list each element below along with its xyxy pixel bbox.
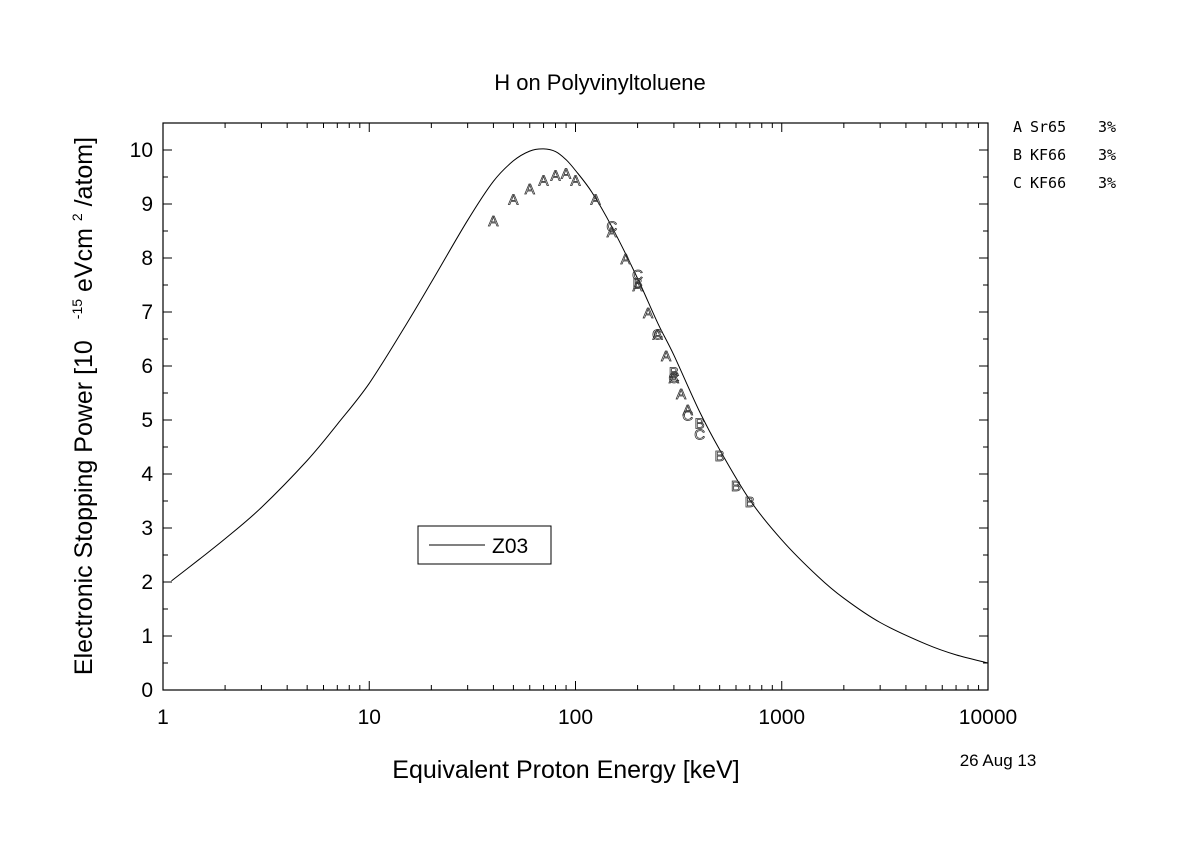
y-tick-label: 7 [141,301,153,324]
chart-title: H on Polyvinyltoluene [494,70,706,95]
data-marker-a: A [590,192,600,209]
reference-list: A Sr65 3% B KF66 3% C KF66 3% [1013,118,1116,192]
y-tick-label: 5 [141,409,153,432]
y-axis-label-prefix: Electronic Stopping Power [10 [70,340,98,675]
data-marker-c: C [606,219,617,236]
data-marker-a: A [525,181,535,198]
data-marker-a: A [488,213,498,230]
x-tick-label: 10 [358,706,381,729]
y-tick-label: 9 [141,193,153,216]
reference-c-source: KF66 [1030,174,1066,192]
data-marker-b: B [715,448,725,465]
y-tick-label: 6 [141,355,153,378]
data-marker-a: A [669,370,679,387]
y-axis-label-mid: eVcm [70,228,98,292]
reference-c: C KF66 3% [1013,174,1116,192]
y-tick-label: 0 [141,679,153,702]
x-tick-label: 100 [558,706,593,729]
data-marker-a: A [661,348,671,365]
x-axis-ticks: 1 10 100 1000 10000 [157,123,1017,729]
reference-a-letter: A [1013,118,1022,136]
data-marker-a: A [683,402,693,419]
data-marker-a: A [676,386,686,403]
data-marker-a: A [561,166,571,183]
data-marker-b: B [669,364,679,381]
data-marker-a: A [643,305,653,322]
data-marker-a: A [633,278,643,295]
reference-b-source: KF66 [1030,146,1066,164]
reference-c-letter: C [1013,174,1022,192]
y-axis-label-exp1: -15 [69,299,85,319]
reference-a: A Sr65 3% [1013,118,1116,136]
x-tick-label: 1000 [758,706,805,729]
reference-a-source: Sr65 [1030,118,1066,136]
data-marker-a: A [607,224,617,241]
data-marker-b: B [731,478,741,495]
reference-a-uncertainty: 3% [1098,118,1116,136]
x-tick-label: 1 [157,706,169,729]
y-axis-label: Electronic Stopping Power [10 -15 eVcm 2… [60,137,98,675]
y-tick-label: 1 [141,625,153,648]
date-label: 26 Aug 13 [960,751,1037,770]
series-line-z03 [171,148,989,664]
data-marker-c: C [652,327,663,344]
y-axis-ticks: 0 1 2 3 4 5 6 7 8 9 10 [130,122,988,702]
data-marker-c: C [668,370,679,387]
reference-b: B KF66 3% [1013,146,1116,164]
data-marker-c: C [694,427,705,444]
reference-b-letter: B [1013,146,1022,164]
data-marker-a: A [570,173,580,190]
y-tick-label: 8 [141,247,153,270]
legend-label-z03: Z03 [492,535,528,558]
reference-c-uncertainty: 3% [1098,174,1116,192]
y-tick-label: 10 [130,139,153,162]
data-marker-a: A [621,251,631,268]
y-tick-label: 4 [141,463,153,486]
data-marker-c: C [682,408,693,425]
plot-frame [162,122,989,691]
reference-b-uncertainty: 3% [1098,146,1116,164]
data-marker-a: A [508,192,518,209]
data-marker-a: A [551,167,561,184]
data-marker-a: A [653,327,663,344]
x-axis-label: Equivalent Proton Energy [keV] [392,756,739,784]
data-marker-b: B [633,275,643,292]
y-axis-label-exp2: 2 [69,213,85,221]
y-axis-label-suffix: /atom] [70,137,98,206]
y-tick-label: 2 [141,571,153,594]
data-marker-c: C [632,267,643,284]
data-marker-b: B [695,416,705,433]
y-tick-label: 3 [141,517,153,540]
data-marker-b: B [745,494,755,511]
legend: Z03 [417,525,552,565]
data-marker-a: A [539,173,549,190]
x-tick-label: 10000 [959,706,1017,729]
